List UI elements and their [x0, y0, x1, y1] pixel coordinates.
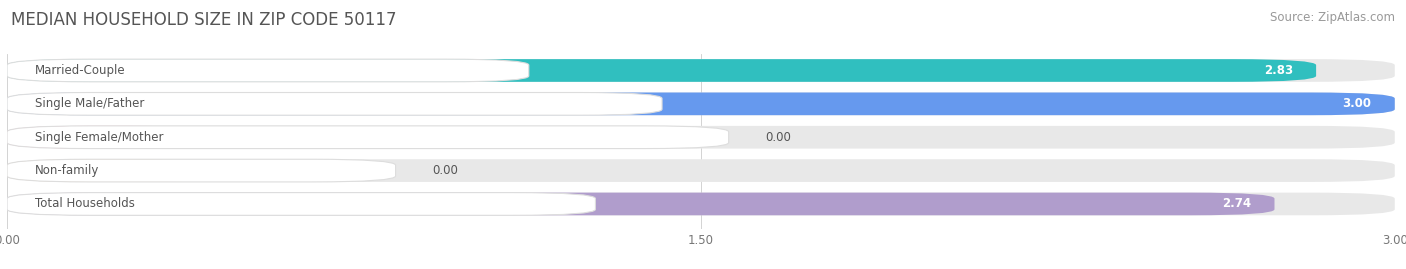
- Text: 3.00: 3.00: [1343, 97, 1372, 110]
- Text: MEDIAN HOUSEHOLD SIZE IN ZIP CODE 50117: MEDIAN HOUSEHOLD SIZE IN ZIP CODE 50117: [11, 11, 396, 29]
- FancyBboxPatch shape: [7, 93, 1395, 115]
- FancyBboxPatch shape: [7, 126, 1395, 148]
- FancyBboxPatch shape: [7, 159, 395, 182]
- FancyBboxPatch shape: [7, 193, 1274, 215]
- FancyBboxPatch shape: [7, 193, 1395, 215]
- Text: Source: ZipAtlas.com: Source: ZipAtlas.com: [1270, 11, 1395, 24]
- Text: 0.00: 0.00: [766, 131, 792, 144]
- Text: Married-Couple: Married-Couple: [35, 64, 125, 77]
- FancyBboxPatch shape: [7, 59, 1316, 82]
- Text: 2.83: 2.83: [1264, 64, 1294, 77]
- FancyBboxPatch shape: [7, 93, 1395, 115]
- FancyBboxPatch shape: [7, 126, 215, 148]
- Text: Total Households: Total Households: [35, 197, 135, 210]
- Text: Single Male/Father: Single Male/Father: [35, 97, 145, 110]
- FancyBboxPatch shape: [7, 159, 1395, 182]
- Text: Non-family: Non-family: [35, 164, 100, 177]
- FancyBboxPatch shape: [7, 93, 662, 115]
- FancyBboxPatch shape: [7, 59, 1395, 82]
- FancyBboxPatch shape: [7, 126, 728, 148]
- Text: 2.74: 2.74: [1222, 197, 1251, 210]
- FancyBboxPatch shape: [7, 193, 595, 215]
- FancyBboxPatch shape: [7, 59, 529, 82]
- FancyBboxPatch shape: [7, 159, 215, 182]
- Text: Single Female/Mother: Single Female/Mother: [35, 131, 163, 144]
- Text: 0.00: 0.00: [433, 164, 458, 177]
